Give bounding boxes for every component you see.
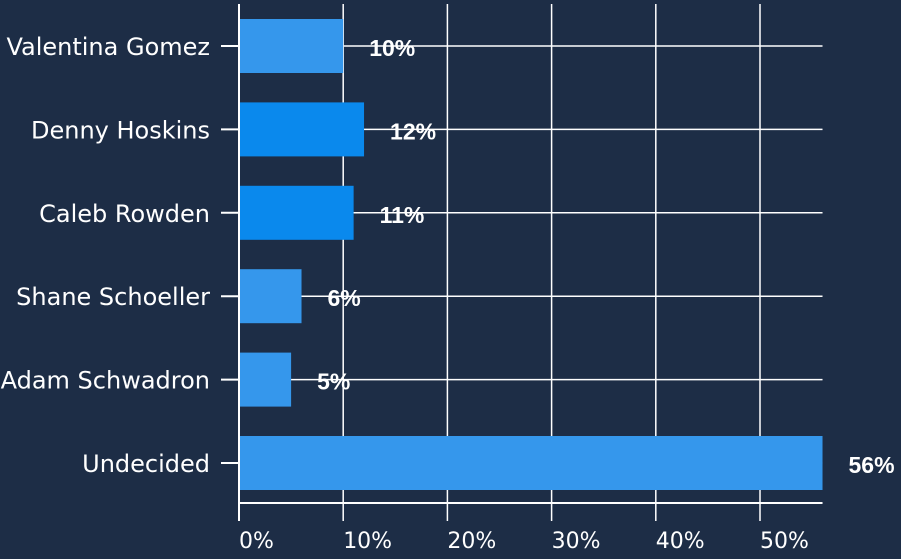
category-label: Valentina Gomez	[6, 33, 210, 61]
x-tick-label: 0%	[239, 529, 274, 554]
x-tick-label: 50%	[760, 529, 809, 554]
value-label: 56%	[849, 452, 895, 478]
category-label: Caleb Rowden	[39, 200, 210, 228]
bar	[239, 352, 292, 407]
bar	[239, 269, 302, 324]
bar	[239, 102, 365, 157]
category-label: Shane Schoeller	[16, 283, 210, 311]
value-label: 12%	[390, 118, 436, 144]
category-label: Denny Hoskins	[31, 116, 210, 144]
value-label: 5%	[317, 369, 350, 395]
x-tick-label: 20%	[447, 529, 496, 554]
x-tick-label: 10%	[343, 529, 392, 554]
category-label: Undecided	[82, 450, 210, 478]
value-label: 6%	[328, 285, 361, 311]
value-label: 11%	[380, 202, 425, 228]
x-tick-label: 30%	[552, 529, 601, 554]
axis-layer	[221, 4, 823, 521]
x-tick-label: 40%	[656, 529, 705, 554]
bar	[239, 19, 344, 73]
bar	[239, 436, 823, 490]
bar-layer	[239, 19, 823, 490]
category-label: Adam Schwadron	[1, 367, 210, 395]
bar	[239, 185, 354, 240]
value-label: 10%	[369, 35, 415, 61]
label-layer: Valentina Gomez 10% Denny Hoskins 12% Caleb …	[1, 33, 895, 554]
